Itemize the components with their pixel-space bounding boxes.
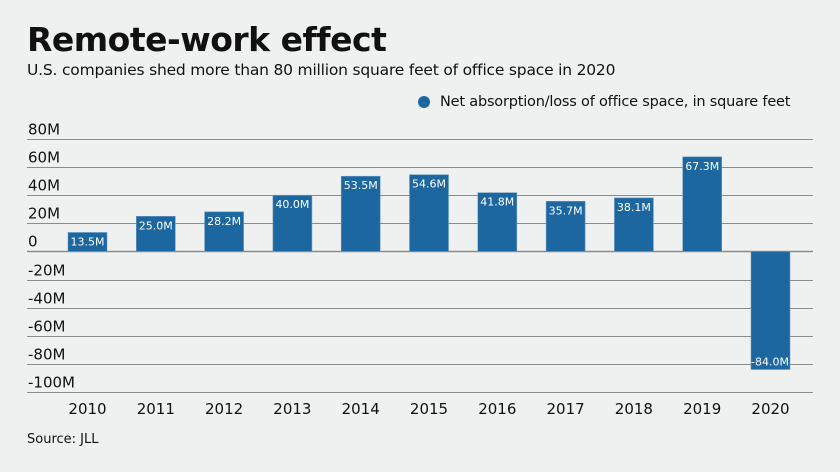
source-note: Source: JLL [27,432,99,447]
data-labels: 13.5M 25.0M 28.2M 40.0M 53.5M 54.6M 41.8M 35.7M… [71,160,789,369]
x-tick-label-2017: 2017 [547,400,585,418]
x-axis-ticks: 2010 2011 2012 2013 2014 2015 2016 2017 2018 2019… [68,400,789,418]
data-label-2010: 13.5M [71,235,105,248]
x-tick-label-2011: 2011 [137,400,175,418]
data-label-2014: 53.5M [344,179,378,192]
data-label-2013: 40.0M [275,198,309,211]
bars [67,156,791,370]
bar-2019 [682,156,723,252]
x-tick-label-2014: 2014 [342,400,380,418]
x-tick-label-2012: 2012 [205,400,243,418]
legend: Net absorption/loss of office space, in … [418,94,790,110]
data-label-2015: 54.6M [412,178,446,191]
bar-2015 [409,174,449,252]
bar-2016 [477,192,518,252]
x-tick-label-2013: 2013 [273,400,311,418]
y-tick-label: -100M [28,374,75,392]
y-tick-label: -40M [28,290,65,308]
y-tick-label: -20M [28,262,65,280]
bar-2018 [614,197,654,252]
y-tick-label: 20M [28,205,60,223]
y-tick-label: -80M [28,346,65,364]
bar-2017 [545,200,586,252]
data-label-2020: -84.0M [751,356,789,369]
bar-2010 [67,232,108,252]
y-tick-label: 40M [28,177,60,195]
x-tick-label-2018: 2018 [615,400,653,418]
bar-2013 [272,194,313,252]
data-label-2019: 67.3M [685,160,719,173]
bar-2012 [204,211,244,252]
bar-2020 [750,251,791,370]
x-tick-label-2016: 2016 [478,400,516,418]
data-label-2012: 28.2M [207,215,241,228]
y-tick-label: 0 [28,233,38,251]
x-tick-label-2020: 2020 [751,400,789,418]
x-tick-label-2019: 2019 [683,400,721,418]
legend-marker-icon [418,96,430,108]
data-label-2017: 35.7M [549,204,583,217]
y-tick-label: 80M [28,121,60,139]
x-tick-label-2010: 2010 [68,400,106,418]
legend-label: Net absorption/loss of office space, in … [440,94,791,110]
bar-2011 [136,216,176,252]
x-tick-label-2015: 2015 [410,400,448,418]
bar-2014 [340,175,381,252]
data-label-2011: 25.0M [139,219,173,232]
data-label-2018: 38.1M [617,201,651,214]
chart-subtitle: U.S. companies shed more than 80 million… [27,61,616,79]
y-tick-label: -60M [28,318,65,336]
y-tick-label: 60M [28,149,60,167]
chart-title: Remote-work effect [27,20,387,59]
data-label-2016: 41.8M [480,196,514,209]
y-axis-ticks: 80M 60M 40M 20M 0 -20M -40M -60M -80M -100M [28,121,75,392]
